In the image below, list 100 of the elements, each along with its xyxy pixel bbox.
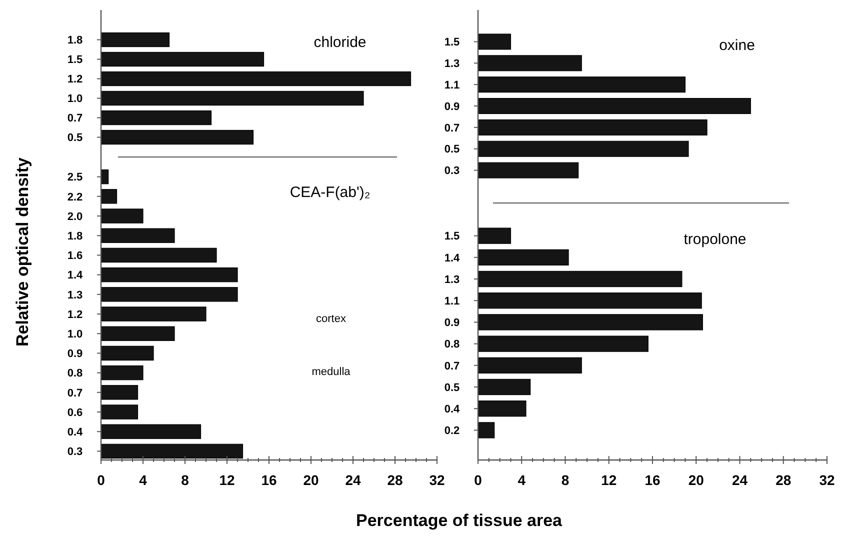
bar bbox=[478, 249, 569, 266]
x-tick-label: 24 bbox=[345, 472, 361, 488]
x-tick-label: 28 bbox=[387, 472, 403, 488]
bar bbox=[100, 346, 154, 361]
y-tick-label: 1.8 bbox=[67, 230, 83, 242]
y-tick-label: 1.6 bbox=[67, 250, 83, 262]
x-tick-label: 4 bbox=[518, 472, 526, 488]
y-tick-label: 0.9 bbox=[444, 317, 460, 330]
bar bbox=[478, 76, 686, 93]
y-tick-label: 0.5 bbox=[444, 382, 460, 394]
y-tick-label: 2.2 bbox=[67, 191, 83, 204]
bar bbox=[478, 55, 582, 72]
annotation: cortex bbox=[316, 313, 346, 325]
text: CEA-F(ab')₂ bbox=[290, 184, 370, 201]
bar bbox=[100, 404, 138, 420]
bar bbox=[100, 365, 144, 380]
x-tick-label: 0 bbox=[97, 472, 106, 488]
y-tick-label: 1.1 bbox=[444, 79, 460, 92]
x-tick-label: 8 bbox=[561, 472, 570, 488]
bar bbox=[100, 130, 254, 145]
bar bbox=[478, 270, 682, 288]
y-tick-label: 0.7 bbox=[444, 360, 460, 372]
y-tick-label: 0.2 bbox=[444, 425, 460, 438]
annotation: medulla bbox=[312, 366, 352, 378]
y-tick-label: 1.4 bbox=[444, 252, 461, 264]
y-tick-label: 1.3 bbox=[444, 274, 460, 286]
x-tick-label: 12 bbox=[219, 472, 235, 488]
y-tick-label: 0.6 bbox=[67, 406, 83, 419]
y-tick-label: 0.4 bbox=[67, 426, 84, 438]
x-tick-label: 32 bbox=[819, 472, 835, 488]
y-tick-label: 2.5 bbox=[67, 172, 83, 184]
bar bbox=[100, 424, 202, 439]
y-tick-label: 1.4 bbox=[67, 270, 84, 282]
y-tick-label: 0.7 bbox=[444, 122, 460, 134]
y-tick-label: 0.5 bbox=[444, 144, 460, 156]
bar bbox=[100, 52, 264, 67]
y-tick-label: 1.3 bbox=[67, 289, 83, 302]
bar bbox=[100, 326, 175, 341]
bar bbox=[478, 140, 689, 157]
bar bbox=[478, 292, 702, 309]
y-tick-label: 0.7 bbox=[67, 112, 83, 125]
bar bbox=[100, 306, 206, 322]
bar bbox=[100, 110, 212, 126]
bar bbox=[478, 400, 526, 417]
bar bbox=[100, 287, 238, 302]
bar bbox=[478, 119, 708, 136]
bar bbox=[478, 422, 495, 438]
bar bbox=[478, 98, 751, 114]
y-tick-label: 1.0 bbox=[67, 93, 83, 106]
x-tick-label: 0 bbox=[474, 472, 482, 488]
y-tick-label: 1.8 bbox=[67, 34, 83, 47]
text: chloride bbox=[314, 34, 366, 51]
y-tick-label: 0.8 bbox=[444, 338, 460, 351]
y-tick-label: 0.3 bbox=[444, 165, 460, 178]
bar bbox=[100, 248, 217, 263]
bar bbox=[478, 378, 531, 396]
x-tick-label: 32 bbox=[429, 472, 445, 488]
text: oxine bbox=[719, 37, 755, 54]
y-tick-label: 1.3 bbox=[444, 58, 460, 70]
y-tick-label: 1.5 bbox=[67, 54, 83, 66]
bar bbox=[478, 314, 703, 330]
x-tick-label: 20 bbox=[303, 472, 319, 488]
y-tick-label: 0.9 bbox=[67, 348, 83, 360]
y-tick-label: 1.2 bbox=[67, 308, 83, 321]
y-axis-title: Relative optical density bbox=[13, 156, 32, 346]
x-tick-label: 20 bbox=[688, 472, 704, 488]
y-tick-label: 1.1 bbox=[444, 295, 460, 308]
y-tick-label: 0.7 bbox=[67, 387, 83, 400]
bar bbox=[100, 444, 244, 459]
x-axis-title: Percentage of tissue area bbox=[356, 511, 563, 530]
x-tick-label: 16 bbox=[644, 472, 660, 488]
y-tick-label: 0.8 bbox=[67, 368, 83, 380]
bar bbox=[100, 189, 118, 204]
bar bbox=[100, 90, 364, 106]
bar bbox=[100, 228, 175, 243]
x-tick-label: 4 bbox=[139, 472, 148, 488]
x-tick-label: 28 bbox=[776, 472, 792, 488]
bar bbox=[478, 357, 582, 374]
text: tropolone bbox=[684, 231, 746, 248]
bar bbox=[478, 34, 512, 50]
y-tick-label: 1.2 bbox=[67, 74, 83, 86]
y-tick-label: 1.5 bbox=[444, 230, 460, 243]
bar bbox=[478, 162, 579, 178]
bar bbox=[100, 32, 170, 48]
x-tick-label: 24 bbox=[732, 472, 748, 488]
x-tick-label: 8 bbox=[181, 472, 190, 488]
y-tick-label: 2.0 bbox=[67, 210, 83, 223]
bar bbox=[100, 385, 138, 400]
y-tick-label: 1.5 bbox=[444, 36, 460, 49]
bar bbox=[478, 336, 648, 352]
bar bbox=[478, 228, 512, 244]
bar bbox=[100, 71, 412, 86]
y-tick-label: 0.4 bbox=[444, 403, 461, 416]
y-tick-label: 0.9 bbox=[444, 100, 460, 113]
y-tick-label: 0.5 bbox=[67, 132, 83, 144]
x-tick-label: 16 bbox=[261, 472, 277, 488]
y-tick-label: 0.3 bbox=[67, 446, 83, 458]
bar bbox=[100, 208, 144, 224]
x-tick-label: 12 bbox=[601, 472, 617, 488]
bar bbox=[100, 267, 238, 282]
